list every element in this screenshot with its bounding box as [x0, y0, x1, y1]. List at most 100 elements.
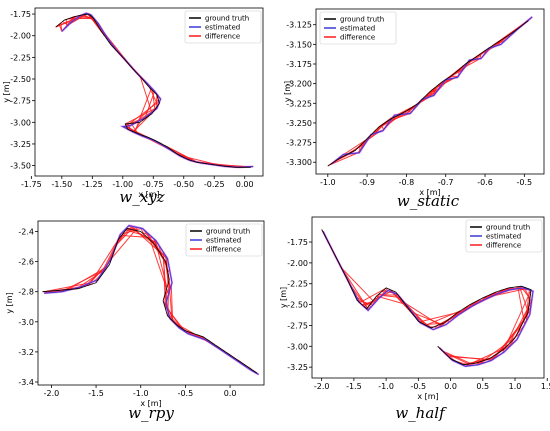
y-axis-label: y [m] [279, 287, 288, 308]
x-tick-label: -1.25 [82, 180, 103, 189]
axes-frame [34, 7, 264, 177]
y-tick-label: -3.275 [286, 139, 312, 148]
legend-label: ground truth [205, 15, 249, 23]
plot-content [327, 16, 533, 167]
y-tick-label: -2.4 [18, 228, 34, 237]
x-tick-label: 1.5 [541, 382, 550, 391]
legend-label: estimated [340, 25, 375, 33]
estimated-series-line [322, 230, 534, 367]
y-tick-label: -3.25 [10, 140, 31, 149]
legend-label: estimated [206, 237, 241, 245]
difference-segment [144, 91, 156, 119]
estimated-series-line [331, 16, 533, 165]
legend-label: ground truth [486, 224, 530, 232]
difference-segment [411, 311, 442, 325]
y-tick-label: -2.50 [10, 75, 31, 84]
difference-segment [447, 355, 492, 361]
difference-segment [443, 351, 470, 365]
difference-segment [361, 302, 372, 306]
x-tick-label: -0.8 [399, 178, 415, 187]
y-tick-label: -3.0 [18, 318, 34, 327]
difference-segment [139, 76, 153, 113]
y-tick-label: -3.50 [10, 162, 31, 171]
x-tick-label: 0.00 [236, 180, 254, 189]
x-tick-label: -0.50 [173, 180, 194, 189]
legend-label: ground truth [340, 16, 384, 24]
difference-segment [442, 350, 472, 365]
difference-segment [374, 122, 386, 134]
y-tick-label: -2.25 [10, 53, 31, 62]
panel-caption: w_xyz [119, 188, 164, 206]
panels: -1.75 -1.50 -1.25 -1.00 -0.75 -0.50 -0.25 0.00 -… [2, 7, 550, 422]
y-tick-label: -2.8 [18, 288, 34, 297]
y-tick-label: -3.25 [287, 363, 308, 372]
y-axis-label: y [m] [283, 81, 292, 102]
difference-segment [90, 238, 120, 283]
y-tick-label: -3.250 [286, 119, 312, 128]
axes-frame [311, 216, 545, 379]
x-tick-label: -1.5 [88, 389, 104, 398]
legend-box [184, 10, 262, 44]
difference-segment [124, 106, 158, 125]
difference-segment [492, 287, 528, 297]
y-tick-label: -3.200 [286, 80, 312, 89]
x-axis-label: x [m] [140, 399, 161, 408]
x-tick-label: -0.5 [178, 389, 194, 398]
difference-segment [482, 333, 521, 362]
x-tick-label: 0.0 [224, 389, 237, 398]
x-tick-label: -1.75 [21, 180, 42, 189]
legend-label: difference [206, 246, 241, 254]
x-tick-label: 0.0 [444, 382, 457, 391]
y-tick-label: -2.6 [18, 258, 34, 267]
ground-truth-series-line [321, 229, 532, 366]
x-tick-label: -1.00 [112, 180, 133, 189]
chart-panel-w_xyz: -1.75 -1.50 -1.25 -1.00 -0.75 -0.50 -0.25 0.00 -… [2, 7, 264, 206]
legend-label: estimated [205, 24, 240, 32]
chart-panel-w_rpy: -2.0 -1.5 -1.0 -0.5 0.0 -2.4 -2.6 -2.8 -3.0 -3.2 -… [5, 220, 265, 422]
ground-truth-series-line [327, 20, 529, 167]
difference-segment [341, 139, 366, 156]
x-tick-label: -0.75 [143, 180, 164, 189]
x-tick-label: 0.5 [476, 382, 489, 391]
y-tick-label: -3.00 [287, 342, 308, 351]
x-tick-label: -0.9 [359, 178, 375, 187]
y-tick-label: -2.00 [10, 32, 31, 41]
x-tick-label: -0.7 [438, 178, 454, 187]
x-tick-label: -1.50 [51, 180, 72, 189]
y-tick-label: -3.2 [18, 348, 34, 357]
y-tick-label: -2.75 [287, 321, 308, 330]
panel-caption: w_half [395, 404, 447, 422]
axes-frame [315, 8, 545, 175]
y-axis-label: y [m] [2, 81, 11, 102]
chart-panel-w_half: -2.0 -1.5 -1.0 -0.5 0.0 0.5 1.0 1.5 -1.75 -2.00 -2… [279, 216, 550, 422]
y-tick-label: -3.4 [18, 378, 34, 387]
legend-box [185, 223, 263, 257]
ground-truth-series-line [42, 228, 258, 374]
y-tick-label: -2.00 [287, 259, 308, 268]
y-tick-label: -2.25 [287, 280, 308, 289]
x-tick-label: -0.5 [517, 178, 533, 187]
x-tick-label: -0.5 [411, 382, 427, 391]
difference-segment [435, 300, 478, 329]
x-tick-label: -0.6 [477, 178, 493, 187]
y-tick-label: -2.75 [10, 97, 31, 106]
legend-label: difference [340, 34, 375, 42]
x-tick-label: -2.0 [314, 382, 330, 391]
y-axis-label: y [m] [5, 292, 14, 313]
difference-segment [128, 225, 155, 245]
x-axis-label: x [m] [419, 188, 440, 197]
difference-segment [115, 229, 132, 246]
x-axis-label: x [m] [138, 190, 159, 199]
panel-caption: w_rpy [128, 404, 174, 422]
difference-segment [426, 80, 444, 99]
y-tick-label: -3.00 [10, 118, 31, 127]
y-tick-label: -3.300 [286, 158, 312, 167]
difference-segment [65, 265, 109, 292]
difference-segment [341, 267, 374, 302]
x-tick-label: -0.25 [204, 180, 225, 189]
difference-segment [359, 287, 386, 304]
